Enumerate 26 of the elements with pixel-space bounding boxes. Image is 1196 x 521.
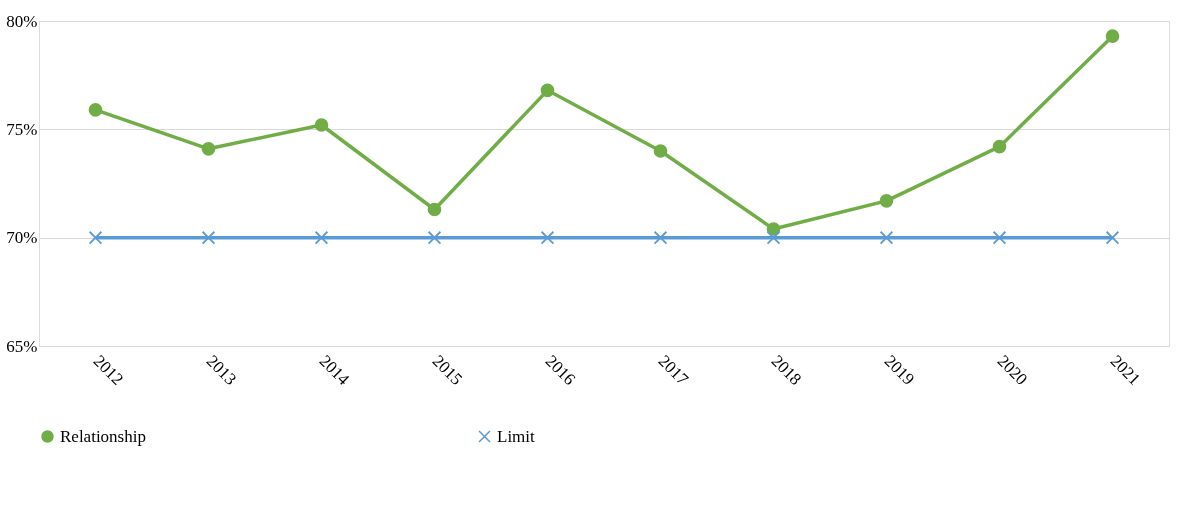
point — [427, 202, 442, 217]
point — [540, 230, 555, 245]
point — [427, 230, 442, 245]
point — [88, 103, 103, 117]
point — [653, 230, 668, 245]
point — [540, 83, 555, 98]
y-tick-label: 80% — [6, 11, 38, 31]
point — [314, 118, 329, 132]
point — [766, 230, 781, 245]
point — [314, 230, 329, 245]
point — [992, 230, 1007, 245]
legend-label: Relationship — [60, 426, 146, 446]
point — [1105, 29, 1120, 43]
point — [879, 194, 894, 208]
point — [1105, 230, 1120, 245]
point — [201, 230, 216, 245]
point — [653, 144, 668, 158]
point — [879, 230, 894, 245]
y-tick-label: 75% — [6, 119, 38, 139]
point — [88, 230, 103, 245]
x-tick-label: 2017 — [654, 351, 693, 390]
legend-label: Limit — [497, 426, 536, 446]
point — [992, 139, 1007, 154]
y-tick-label: 65% — [6, 336, 38, 356]
y-tick-label: 70% — [6, 228, 38, 248]
point — [201, 142, 216, 156]
